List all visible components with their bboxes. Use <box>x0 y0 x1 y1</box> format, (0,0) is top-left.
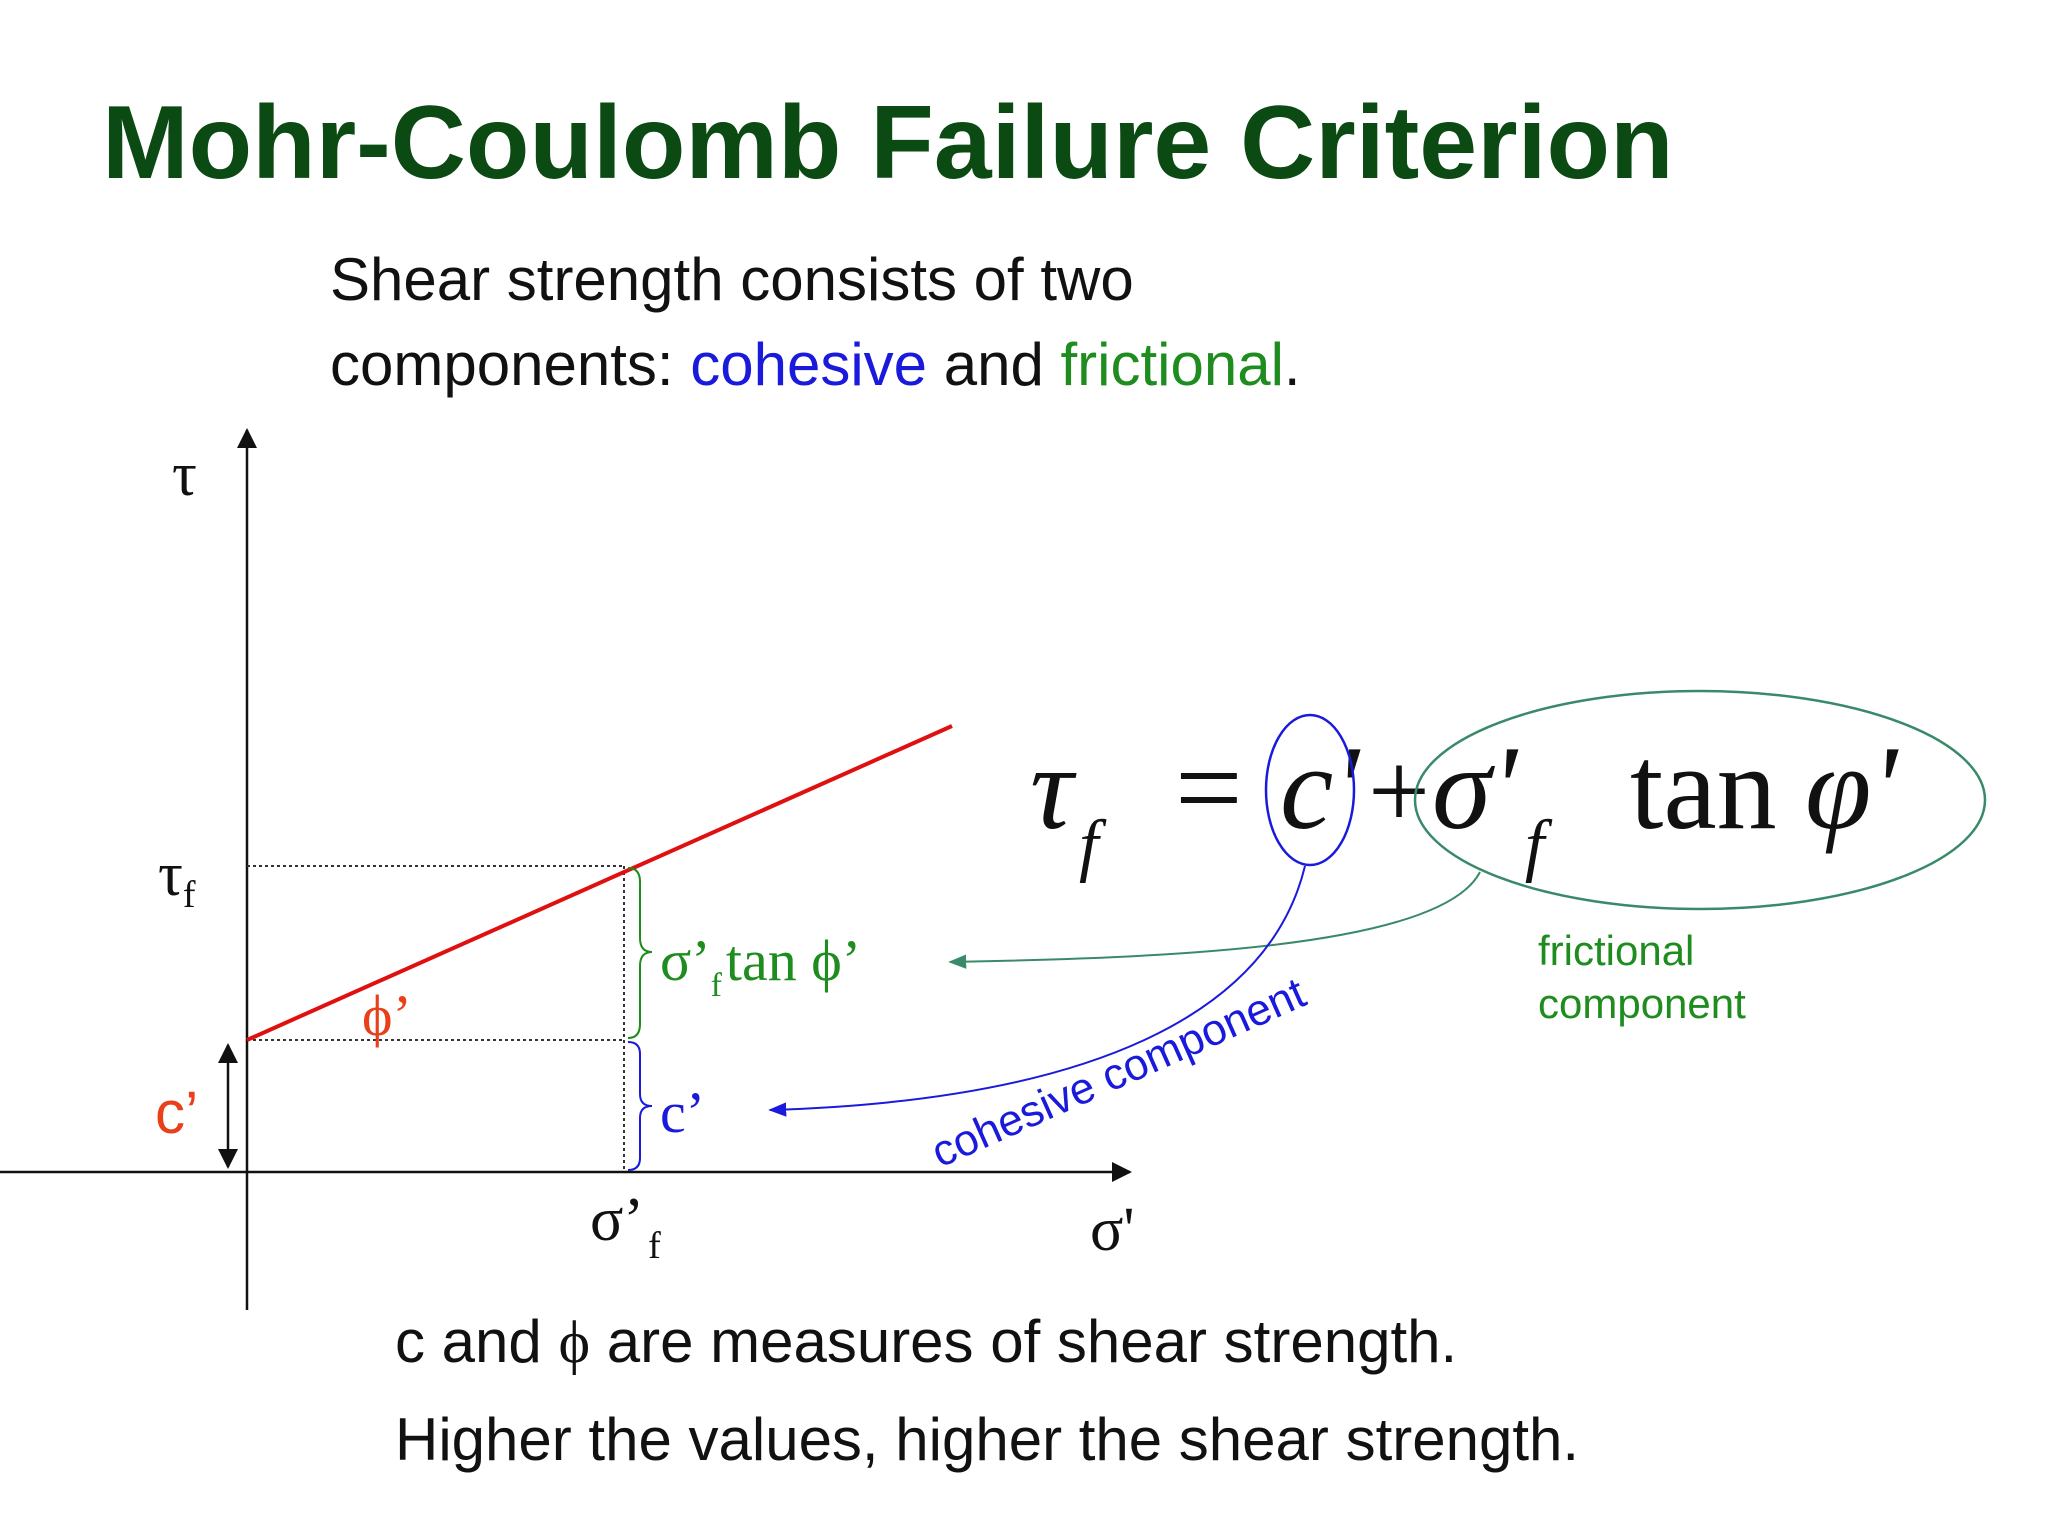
failure-envelope <box>246 724 953 1042</box>
frictional-annotation-line-2: component <box>1538 980 1746 1027</box>
friction-brace <box>627 867 653 1039</box>
sigma-f-label: σ’ f <box>590 1186 661 1267</box>
conclusion-line-2: Higher the values, higher the shear stre… <box>395 1406 1579 1473</box>
equation-equals: = <box>1175 721 1243 854</box>
conclusion-line-1: c and ϕ are measures of shear strength. <box>395 1308 1457 1375</box>
equation-c: c' <box>1280 721 1361 854</box>
tau-f-main: τ <box>158 841 183 909</box>
friction-term-label: σ’ftan ϕ’ <box>660 928 861 1004</box>
friction-term-tail: tan ϕ’ <box>726 928 861 993</box>
phi-label: ϕ’ <box>362 983 412 1048</box>
frictional-word: frictional <box>1060 331 1283 398</box>
x-axis-label: σ' <box>1090 1196 1135 1264</box>
equation-lhs-sub: f <box>1079 807 1107 884</box>
equation-sigma-sub: f <box>1525 807 1553 884</box>
cohesion-brace <box>627 1041 653 1171</box>
intro-period: . <box>1284 331 1301 398</box>
friction-term-sub: f <box>711 967 723 1004</box>
tau-f-label: τf <box>158 841 196 916</box>
slide-title: Mohr-Coulomb Failure Criterion <box>102 85 1674 201</box>
cohesion-highlight-ellipse <box>1264 713 1356 867</box>
intro-line-1: Shear strength consists of two <box>330 246 1134 313</box>
sigma-f-sub: f <box>648 1225 661 1267</box>
cohesion-term-label: c’ <box>660 1080 705 1145</box>
sigma-f-main: σ’ <box>590 1186 644 1254</box>
friction-highlight-ellipse <box>1413 689 1987 911</box>
y-axis-label: τ <box>172 441 197 509</box>
equation-sigma: σ' <box>1432 721 1519 854</box>
equation-tan: tan <box>1630 721 1777 854</box>
intro-line-2-start: components: <box>330 331 690 398</box>
c-left-label: c’ <box>155 1079 198 1146</box>
equation-sigma-term: σ' f <box>1432 721 1553 884</box>
equation-lhs: τ <box>1030 721 1077 854</box>
frictional-annotation-line-1: frictional <box>1538 927 1694 974</box>
cohesive-arrow <box>768 865 1306 1117</box>
conclusion-line-1-end: are measures of shear strength. <box>590 1308 1457 1375</box>
friction-term-main: σ’ <box>660 928 711 993</box>
intro-line-2: components: cohesive and frictional. <box>330 331 1301 398</box>
conclusion-phi: ϕ <box>558 1309 590 1375</box>
cohesive-word: cohesive <box>690 331 927 398</box>
conclusion-line-1-start: c and <box>395 1308 558 1375</box>
tau-f-sub: f <box>183 874 196 916</box>
frictional-arrow <box>948 871 1481 969</box>
intro-and: and <box>927 331 1060 398</box>
equation-phi: φ' <box>1805 721 1899 854</box>
equation-plus: + <box>1368 730 1430 852</box>
cohesive-annotation: cohesive component <box>924 968 1313 1177</box>
equation: τf <box>1030 721 1107 884</box>
